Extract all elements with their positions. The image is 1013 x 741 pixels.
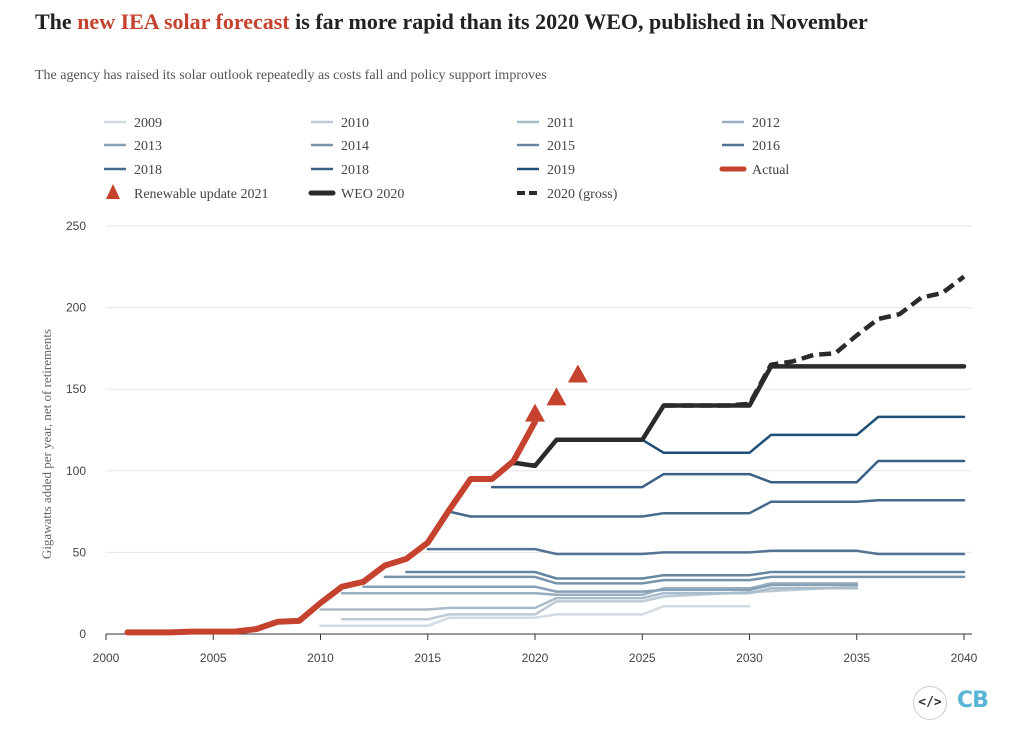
cb-brand: CB — [957, 688, 989, 713]
series-line — [340, 582, 859, 597]
x-tick-label: 2005 — [200, 651, 227, 665]
legend-label: 2014 — [341, 139, 369, 154]
series-line — [511, 364, 967, 469]
series-line — [319, 587, 859, 611]
triangle-marker — [546, 387, 567, 406]
legend-label: WEO 2020 — [341, 187, 404, 202]
plot-area — [124, 274, 967, 636]
x-tick-label: 2010 — [307, 651, 334, 665]
legend-label: Renewable update 2021 — [134, 187, 269, 202]
x-tick-label: 2040 — [951, 651, 978, 665]
legend-label: 2018 — [134, 163, 162, 178]
y-tick-label: 0 — [79, 627, 86, 641]
y-tick-label: 250 — [66, 219, 86, 233]
legend-label: 2010 — [341, 116, 369, 131]
chart-subtitle: The agency has raised its solar outlook … — [35, 68, 547, 83]
legend-label: 2020 (gross) — [547, 187, 618, 202]
legend: 2009 2010 2011 2012 2013 2014 2015 2016 2018 2018… — [104, 116, 789, 202]
y-tick-label: 100 — [66, 464, 86, 478]
carbon-brief-logo: </> CB — [913, 686, 993, 722]
series-line — [663, 274, 966, 408]
series-line — [362, 583, 859, 593]
series-line — [426, 547, 966, 556]
legend-label: 2015 — [547, 139, 575, 154]
series-line — [490, 459, 966, 489]
x-tick-label: 2025 — [629, 651, 656, 665]
series-line — [447, 498, 966, 518]
legend-label: 2019 — [547, 163, 575, 178]
legend-label: 2011 — [547, 116, 574, 131]
x-tick-label: 2035 — [843, 651, 870, 665]
series-line — [340, 585, 859, 621]
legend-label: 2013 — [134, 139, 162, 154]
x-tick-label: 2020 — [522, 651, 549, 665]
legend-label: 2012 — [752, 116, 780, 131]
triangle-marker — [567, 364, 588, 383]
legend-label: 2016 — [752, 139, 780, 154]
series-line — [124, 418, 538, 636]
title-highlight: new IEA solar forecast — [77, 9, 290, 34]
y-axis-title: Gigawatts added per year, net of retirem… — [39, 329, 54, 559]
title-pre: The — [35, 9, 78, 34]
legend-label: 2018 — [341, 163, 369, 178]
title-post: is far more rapid than its 2020 WEO, pub… — [289, 9, 868, 34]
y-tick-label: 50 — [73, 545, 87, 559]
series-line — [383, 575, 966, 585]
triangle-marker — [525, 403, 545, 422]
series-line — [405, 570, 966, 580]
x-tick-label: 2000 — [93, 651, 120, 665]
x-tick-label: 2015 — [414, 651, 441, 665]
legend-label: 2009 — [134, 116, 162, 131]
grid — [106, 225, 972, 553]
x-tick-label: 2030 — [736, 651, 763, 665]
legend-label: Actual — [752, 163, 789, 178]
code-icon[interactable]: </> — [913, 686, 947, 720]
y-tick-label: 150 — [66, 382, 86, 396]
legend-triangle-marker — [106, 184, 120, 199]
series-line — [319, 605, 751, 628]
axes: 0 50 100 150 200 250 2000 2005 2010 2015 2020 2025 2… — [39, 219, 978, 665]
y-tick-label: 200 — [66, 301, 86, 315]
chart-title: The new IEA solar forecast is far more r… — [35, 8, 935, 36]
